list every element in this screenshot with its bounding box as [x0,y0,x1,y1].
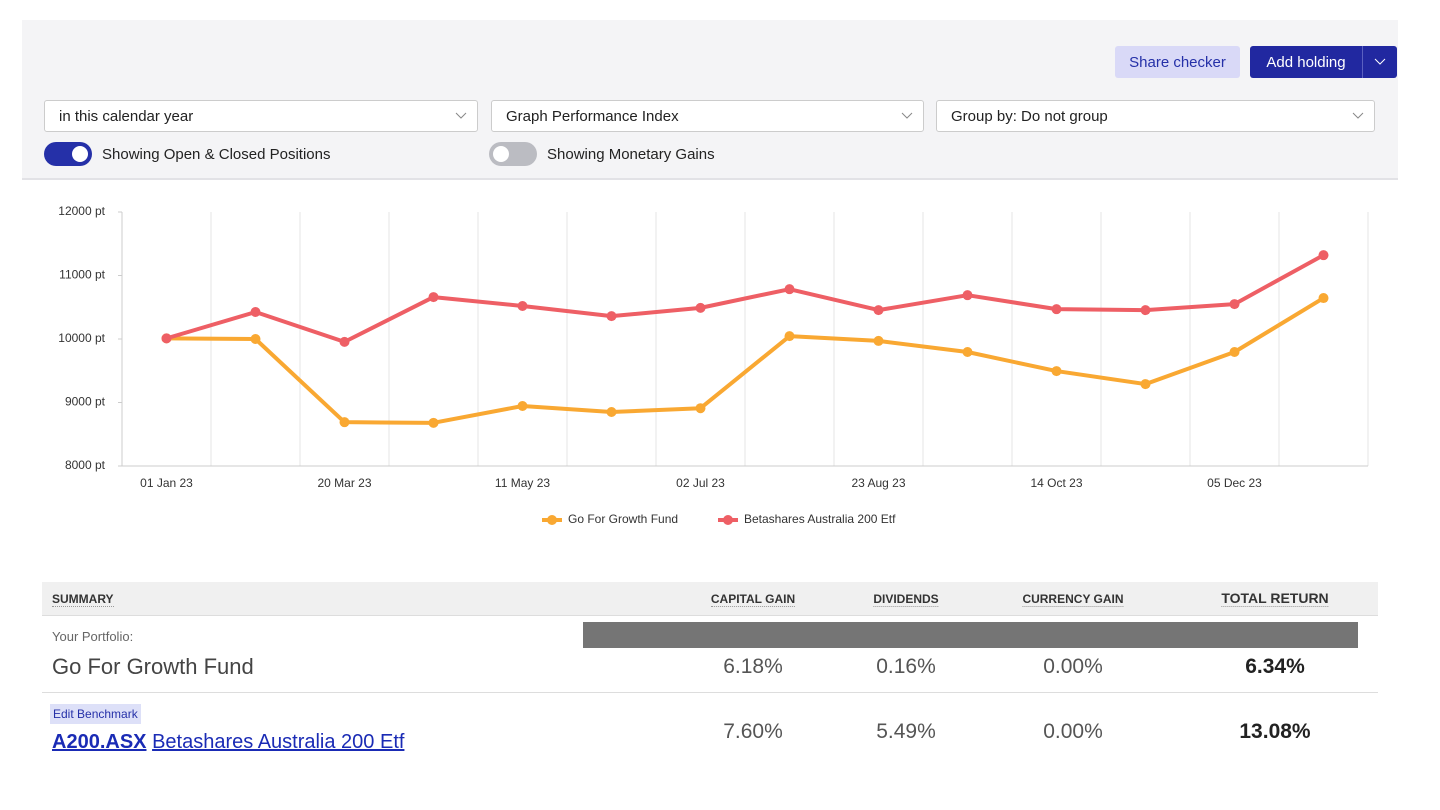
point [250,334,261,344]
monetary-toggle[interactable] [489,142,537,166]
share-checker-button[interactable]: Share checker [1115,46,1240,78]
point [962,290,973,301]
add-holding-menu[interactable] [1362,46,1397,78]
positions-toggle[interactable] [44,142,92,166]
dividends: 0.16% [876,655,936,678]
x-tick-label: 11 May 23 [495,476,550,490]
capital-gain: 7.60% [723,720,783,743]
y-tick-label: 12000 pt [58,204,105,218]
dropdown-label: in this calendar year [59,107,194,125]
x-tick-label: 01 Jan 23 [140,476,193,490]
period-dropdown[interactable]: in this calendar year [44,100,478,132]
portfolio-name: Go For Growth Fund [52,654,254,679]
point [873,335,884,346]
point [784,331,795,342]
currency-gain: 0.00% [1043,655,1103,678]
capital-gain: 6.18% [723,655,783,678]
chart: 8000 pt 9000 pt 10000 pt 11000 pt 12000 pt 01… [58,204,1369,526]
point [428,292,439,303]
toggle-label: Showing Monetary Gains [547,146,715,163]
point [1051,366,1062,377]
legend-label: Go For Growth Fund [568,512,678,526]
point [1318,293,1329,304]
point [1140,305,1151,316]
portfolio-caption: Your Portfolio: [52,629,134,644]
x-tick-label: 23 Aug 23 [851,476,905,490]
y-tick-label: 10000 pt [58,331,105,345]
chevron [455,112,467,119]
x-tick-label: 02 Jul 23 [676,476,725,490]
dividends: 5.49% [876,720,936,743]
column-header: SUMMARY [52,592,114,607]
total-return: 13.08% [1239,720,1311,743]
point [606,407,617,418]
currency-gain: 0.00% [1043,720,1103,743]
benchmark-name[interactable]: Betashares Australia 200 Etf [152,731,405,753]
summary-header [42,582,1378,616]
point [1229,347,1240,358]
chevron [1352,112,1364,119]
point [339,336,350,347]
x-tick-label: 05 Dec 23 [1207,476,1262,490]
point [517,400,528,411]
legend-label: Betashares Australia 200 Etf [744,512,896,526]
point [606,311,617,322]
column-header: CAPITAL GAIN [710,592,796,607]
point [250,307,261,318]
column-header: TOTAL RETURN [1221,590,1329,607]
benchmark-link[interactable]: A200.ASX Betashares Australia 200 Etf [52,731,404,754]
point [695,403,706,414]
point [962,347,973,358]
dropdown-label: Graph Performance Index [506,107,679,125]
y-tick-label: 11000 pt [59,268,105,282]
chevron [901,112,913,119]
dropdown-label: Group by: Do not group [951,107,1108,125]
point [428,417,439,428]
y-tick-label: 8000 pt [65,458,106,472]
legend-swatch [723,515,733,525]
series-line [165,253,1325,344]
series-line [166,296,1325,425]
legend-swatch [547,515,557,525]
column-header: CURRENCY GAIN [1022,592,1124,607]
chevron [1374,58,1386,65]
x-tick-label: 14 Oct 23 [1030,476,1082,490]
redacted-block [583,622,1358,648]
point [784,284,795,295]
x-tick-label: 20 Mar 23 [317,476,371,490]
add-holding-button[interactable]: Add holding [1250,46,1362,78]
point [1318,250,1329,261]
graph-dropdown[interactable]: Graph Performance Index [491,100,924,132]
toggle-label: Showing Open & Closed Positions [102,146,331,163]
point [161,333,172,344]
row-divider [42,692,1378,693]
point [873,305,884,316]
group-dropdown[interactable]: Group by: Do not group [936,100,1375,132]
y-tick-label: 9000 pt [65,395,106,409]
point [1140,379,1151,390]
point [339,417,350,428]
benchmark-code[interactable]: A200.ASX [52,731,147,753]
edit-benchmark[interactable]: Edit Benchmark [50,704,141,724]
point [517,300,528,311]
column-header: DIVIDENDS [873,592,939,607]
point [1229,299,1240,310]
total-return: 6.34% [1245,655,1305,678]
point [1051,304,1062,315]
point [695,302,706,313]
